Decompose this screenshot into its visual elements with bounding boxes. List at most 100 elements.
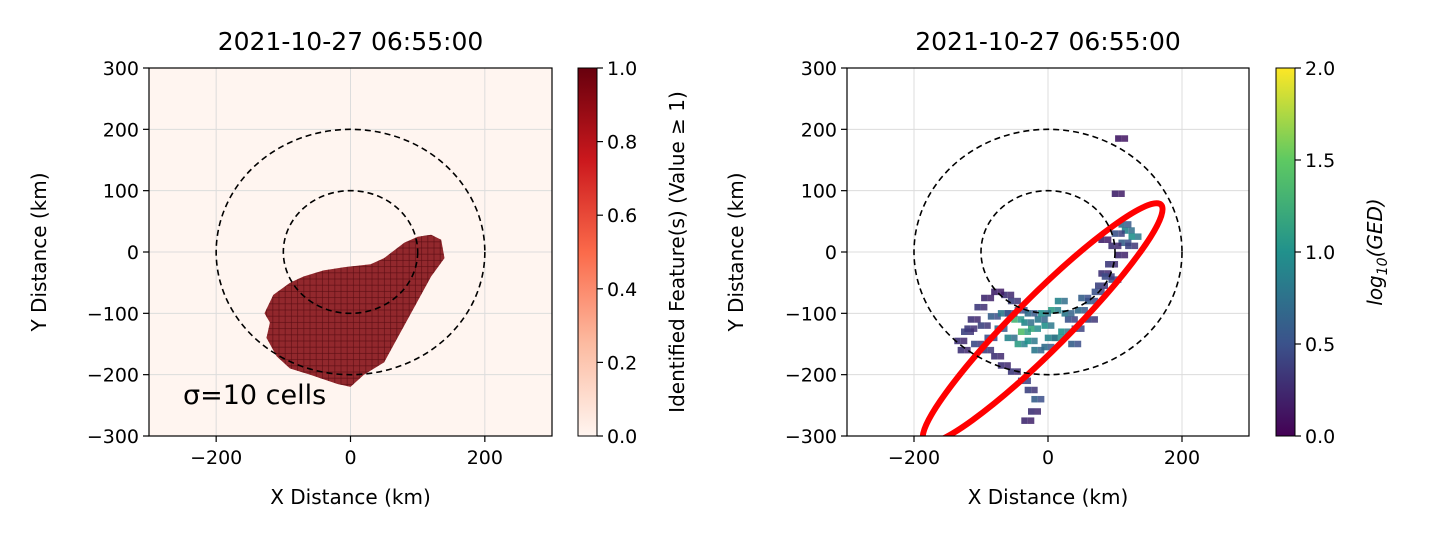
y-tick-label: −300 — [785, 426, 837, 448]
ged-cell — [1084, 316, 1092, 323]
chart-title: 2021-10-27 06:55:00 — [218, 27, 484, 56]
colorbar-gradient — [577, 67, 598, 437]
ged-cell — [991, 353, 998, 360]
ged-cell — [1017, 316, 1025, 323]
ged-cell — [1135, 233, 1142, 240]
ged-cell — [981, 294, 988, 302]
ged-cell — [1051, 334, 1058, 342]
ged-cell — [1128, 227, 1135, 234]
fitted-ellipse — [919, 200, 1166, 436]
ged-cell — [1101, 273, 1109, 280]
ged-cell — [1124, 221, 1132, 228]
ged-cell — [1084, 294, 1092, 302]
ged-cell — [1027, 417, 1035, 424]
ged-cell — [1014, 297, 1021, 305]
ged-cell — [1024, 337, 1032, 345]
ged-cell — [987, 346, 995, 354]
colorbar-gradient — [1275, 67, 1296, 437]
x-tick-label: 0 — [1042, 447, 1054, 469]
ged-cell — [994, 313, 1001, 320]
ged-cell — [964, 325, 971, 332]
ged-cell — [1037, 395, 1045, 403]
ged-cell — [1021, 417, 1028, 424]
y-axis-label: Y Distance (km) — [724, 172, 748, 332]
ged-cell — [997, 310, 1005, 317]
feature-cell-grid — [264, 234, 445, 387]
ged-cell — [1121, 251, 1129, 259]
range-circles — [215, 128, 486, 376]
ged-cell — [1054, 307, 1062, 314]
ged-cell — [1115, 251, 1122, 259]
ged-cell — [1028, 408, 1035, 415]
ged-cell — [1021, 340, 1028, 348]
colorbar: 0.0 0.2 0.4 0.6 0.8 1.0 Identified Feature(s)… — [577, 58, 689, 448]
ged-cell — [1111, 230, 1119, 237]
colorbar-tick-label: 1.5 — [1305, 150, 1335, 172]
ged-cell — [980, 303, 988, 311]
ged-cell — [1115, 135, 1122, 142]
ged-cell — [1078, 325, 1085, 332]
y-tick-label: 300 — [103, 58, 139, 80]
ged-cell — [977, 340, 985, 348]
ged-cell — [984, 322, 991, 329]
ged-cell — [1031, 310, 1038, 317]
ged-cell — [1081, 307, 1088, 314]
y-axis-label: Y Distance (km) — [27, 172, 51, 332]
colorbar-tick-label: 2.0 — [1305, 58, 1335, 80]
colorbar-tick-label: 0.0 — [607, 426, 637, 448]
axis-ticks: −200 0 200 300 200 100 0 −100 −200 −300 — [87, 58, 503, 469]
ged-cell — [954, 337, 961, 345]
ged-cell — [997, 362, 1005, 369]
ged-cell — [1014, 340, 1022, 348]
range-circle — [215, 128, 486, 376]
colorbar-tick-label: 0.4 — [607, 279, 637, 301]
ged-cell — [1121, 227, 1129, 234]
ged-cell — [1064, 316, 1072, 323]
ged-cell — [1027, 319, 1035, 326]
range-circle — [282, 189, 419, 315]
ged-cell — [1061, 297, 1068, 305]
ged-cell — [1061, 310, 1068, 317]
range-circle — [980, 189, 1116, 315]
ged-cell — [1074, 340, 1082, 348]
ged-cell — [1047, 322, 1055, 329]
ged-cell — [1071, 316, 1078, 323]
ged-cell — [974, 316, 981, 323]
ged-cell — [1098, 236, 1105, 243]
ged-cell — [1114, 242, 1122, 250]
colorbar-tick-label: 0.0 — [1305, 426, 1335, 448]
colorbar-label: Identified Feature(s) (Value ≥ 1) — [665, 91, 689, 413]
ged-cell — [1031, 346, 1038, 354]
sigma-annotation: σ=10 cells — [183, 380, 326, 411]
ged-cell — [1001, 291, 1008, 299]
ged-cell — [1021, 319, 1028, 326]
ged-cell — [987, 294, 995, 302]
ged-cell — [1044, 334, 1052, 342]
ged-cell — [1111, 190, 1119, 197]
ged-cell — [1034, 408, 1041, 415]
ged-cell — [1011, 316, 1018, 323]
x-tick-label: 200 — [1164, 447, 1200, 469]
x-tick-label: −200 — [190, 447, 242, 469]
ged-cell — [1028, 325, 1035, 332]
y-tick-label: 200 — [103, 119, 139, 141]
y-tick-label: 300 — [801, 58, 837, 80]
ged-cell — [1068, 310, 1075, 317]
ged-cell — [1095, 282, 1102, 289]
chart-title: 2021-10-27 06:55:00 — [915, 27, 1181, 56]
ged-cell — [1004, 310, 1012, 317]
ged-cell — [1007, 297, 1015, 305]
ged-cell — [1004, 334, 1012, 342]
colorbar-label: log10(GED) — [1363, 198, 1391, 305]
ged-cell — [1108, 242, 1115, 250]
ged-cell — [977, 322, 985, 329]
ged-cell — [997, 288, 1005, 296]
y-tick-label: 0 — [127, 242, 139, 264]
feature-panel: −200 0 200 300 200 100 0 −100 −200 −300 2021-10-2… — [27, 27, 689, 509]
y-tick-label: −200 — [87, 365, 139, 387]
ged-cell — [1034, 316, 1042, 323]
ged-cell — [967, 316, 975, 323]
ged-cell — [1098, 270, 1105, 277]
colorbar: 0.0 0.5 1.0 1.5 2.0 log10(GED) — [1275, 58, 1391, 448]
ged-cell — [1105, 261, 1112, 268]
